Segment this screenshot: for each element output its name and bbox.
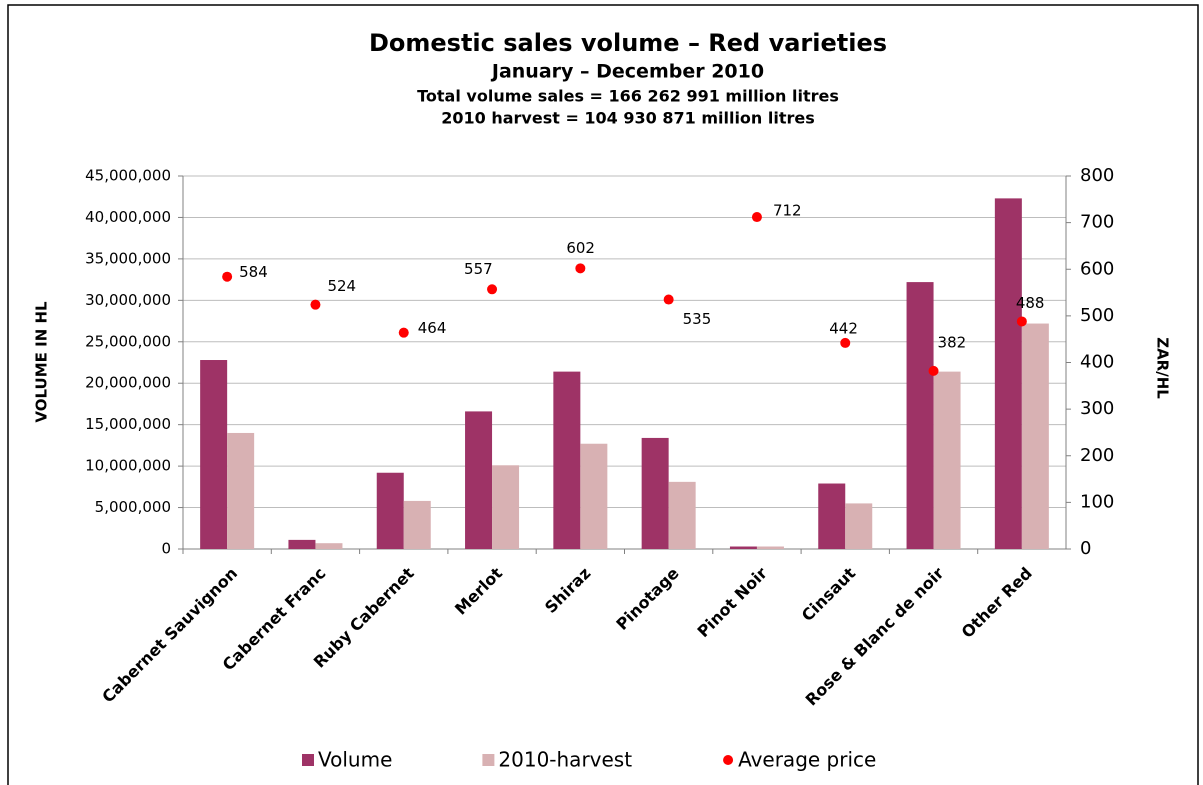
y2-tick-label: 800	[1080, 165, 1114, 186]
bar	[994, 198, 1022, 549]
y-tick-label: 45,000,000	[85, 167, 171, 185]
price-dot	[398, 327, 409, 338]
price-dot	[487, 284, 498, 295]
bar	[729, 546, 757, 549]
y2-tick-label: 600	[1080, 258, 1114, 279]
bar	[756, 546, 784, 549]
bar	[492, 465, 520, 549]
bar	[465, 411, 493, 549]
price-dot	[310, 299, 321, 310]
price-dot	[751, 212, 762, 223]
y-axis-label: VOLUME IN HL	[33, 301, 51, 423]
bar	[553, 371, 581, 549]
chart-title: Domestic sales volume – Red varieties	[369, 29, 887, 57]
legend-marker	[302, 754, 314, 766]
bar	[227, 432, 255, 549]
legend-label: Volume	[318, 748, 392, 772]
y-tick-label: 20,000,000	[85, 374, 171, 392]
bar	[315, 543, 343, 549]
y2-tick-label: 700	[1080, 212, 1114, 233]
y2-axis-label: ZAR/HL	[1154, 337, 1172, 399]
bar	[818, 483, 846, 549]
price-dot	[840, 337, 851, 348]
data-label: 488	[1016, 294, 1045, 312]
legend-marker	[723, 755, 734, 765]
price-dot	[575, 263, 586, 274]
data-label: 712	[773, 202, 802, 220]
bar	[845, 503, 873, 549]
y2-tick-label: 200	[1080, 445, 1114, 466]
y2-tick-label: 100	[1080, 491, 1114, 512]
chart-subtitle: January – December 2010	[490, 61, 764, 83]
price-dot	[222, 271, 233, 282]
y-tick-label: 30,000,000	[85, 291, 171, 309]
annotation: 2010 harvest = 104 930 871 million litre…	[441, 109, 815, 128]
y2-tick-label: 400	[1080, 352, 1114, 373]
annotation: Total volume sales = 166 262 991 million…	[417, 87, 839, 106]
y-tick-label: 0	[161, 540, 171, 558]
y-tick-label: 25,000,000	[85, 332, 171, 350]
y2-tick-label: 500	[1080, 305, 1114, 326]
data-label: 557	[464, 260, 493, 278]
bar	[641, 437, 669, 549]
bar	[580, 443, 608, 549]
y-tick-label: 40,000,000	[85, 208, 171, 226]
data-label: 442	[829, 319, 858, 337]
y-tick-label: 5,000,000	[95, 498, 171, 516]
y-tick-label: 35,000,000	[85, 249, 171, 267]
data-label: 464	[418, 319, 447, 337]
price-dot	[1016, 316, 1027, 327]
bar	[933, 371, 961, 549]
bar	[906, 282, 934, 549]
y2-tick-label: 300	[1080, 398, 1114, 419]
data-label: 535	[683, 310, 712, 328]
y2-tick-label: 0	[1080, 538, 1091, 559]
price-dot	[663, 294, 674, 305]
legend-label: Average price	[738, 748, 876, 772]
bar	[288, 539, 316, 549]
bar	[1021, 323, 1049, 549]
bar	[668, 481, 696, 549]
data-label: 524	[327, 277, 356, 295]
bar	[403, 500, 431, 549]
data-label: 382	[938, 333, 967, 351]
data-label: 602	[566, 239, 595, 257]
bar	[376, 472, 404, 549]
legend-label: 2010-harvest	[498, 748, 632, 772]
legend-marker	[482, 754, 495, 766]
y-tick-label: 10,000,000	[85, 457, 171, 475]
data-label: 584	[239, 263, 268, 281]
bar	[200, 360, 228, 549]
price-dot	[928, 365, 939, 376]
y-tick-label: 15,000,000	[85, 415, 171, 433]
